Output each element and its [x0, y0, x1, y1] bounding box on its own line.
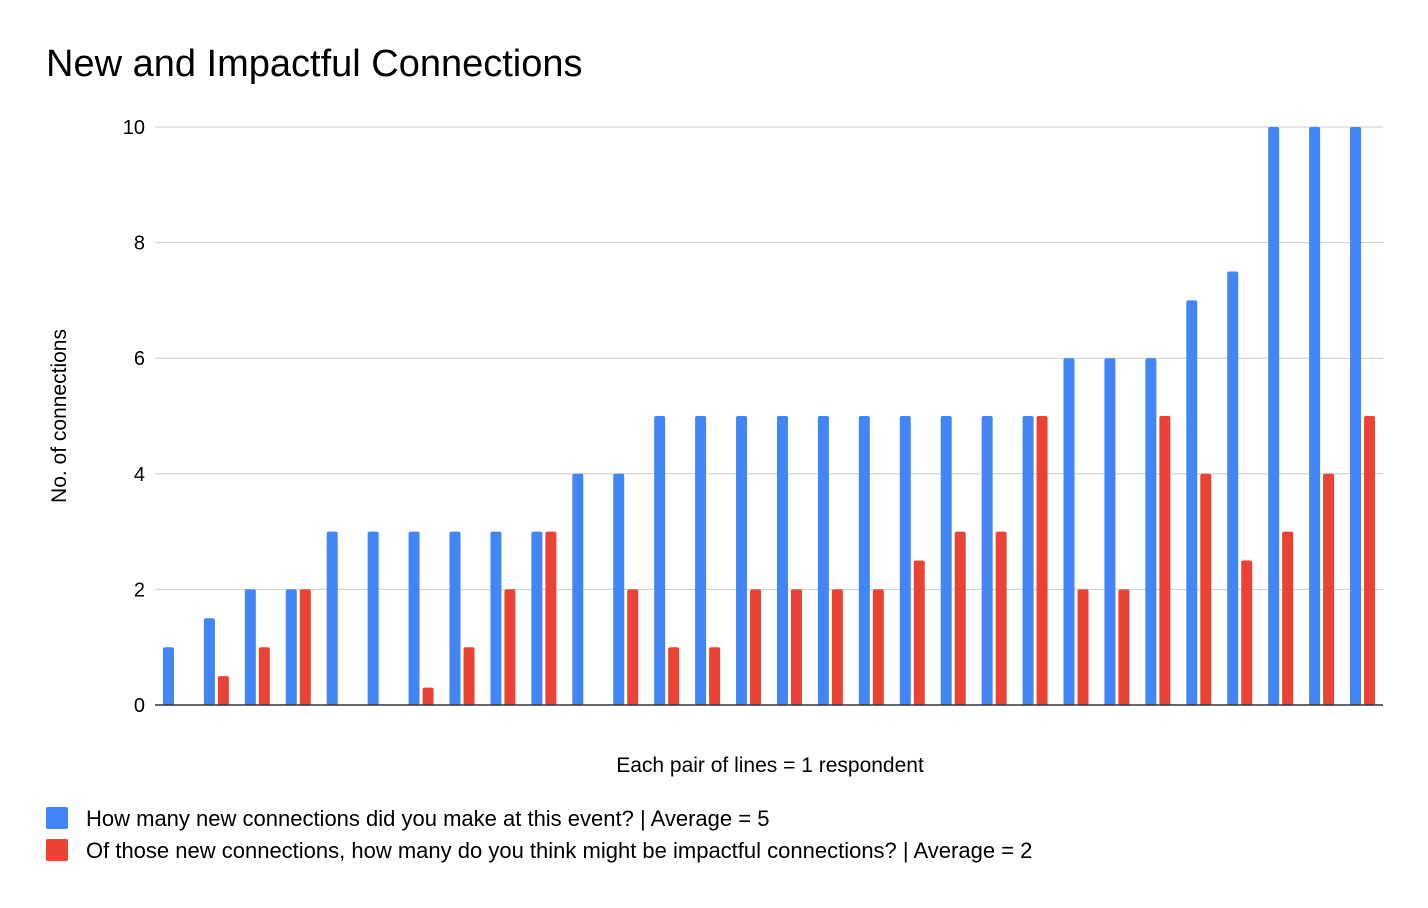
- bar-impactful-connections: [1200, 473, 1212, 705]
- bar-impactful-connections: [1159, 416, 1171, 705]
- bar-impactful-connections: [422, 687, 434, 705]
- bar-new-connections: [1268, 127, 1280, 705]
- bar-new-connections: [162, 647, 174, 705]
- bar-new-connections: [1104, 358, 1116, 705]
- bar-new-connections: [1227, 271, 1239, 705]
- bar-impactful-connections: [299, 589, 311, 705]
- legend-label: How many new connections did you make at…: [86, 806, 769, 831]
- bar-new-connections: [1309, 127, 1321, 705]
- bar-new-connections: [1022, 416, 1034, 705]
- y-tick-label: 0: [134, 695, 145, 717]
- bar-new-connections: [776, 416, 788, 705]
- bar-impactful-connections: [1282, 531, 1294, 705]
- y-tick-label: 4: [134, 464, 145, 486]
- bar-impactful-connections: [627, 589, 639, 705]
- y-tick-label: 8: [134, 233, 145, 255]
- bar-new-connections: [817, 416, 829, 705]
- bar-new-connections: [572, 473, 584, 705]
- bar-impactful-connections: [1036, 416, 1048, 705]
- bar-new-connections: [285, 589, 297, 705]
- bar-new-connections: [244, 589, 256, 705]
- bar-new-connections: [490, 531, 502, 705]
- bar-impactful-connections: [954, 531, 966, 705]
- bar-new-connections: [654, 416, 666, 705]
- bar-new-connections: [531, 531, 543, 705]
- bar-new-connections: [1186, 300, 1198, 705]
- bar-impactful-connections: [831, 589, 843, 705]
- bar-new-connections: [899, 416, 911, 705]
- bar-new-connections: [613, 473, 625, 705]
- gridlines: [155, 126, 1383, 590]
- bar-new-connections: [326, 531, 338, 705]
- bar-new-connections: [1063, 358, 1075, 705]
- legend: How many new connections did you make at…: [46, 806, 1032, 863]
- legend-label: Of those new connections, how many do yo…: [86, 838, 1032, 863]
- bar-impactful-connections: [668, 647, 680, 705]
- bar-impactful-connections: [709, 647, 721, 705]
- y-tick-label: 2: [134, 579, 145, 601]
- bars: [162, 127, 1376, 705]
- bar-new-connections: [449, 531, 461, 705]
- chart-title: New and Impactful Connections: [46, 43, 583, 85]
- bar-new-connections: [367, 531, 379, 705]
- bar-impactful-connections: [504, 589, 516, 705]
- bar-impactful-connections: [1077, 589, 1089, 705]
- bar-new-connections: [408, 531, 420, 705]
- y-axis-label: No. of connections: [48, 329, 71, 503]
- bar-new-connections: [858, 416, 870, 705]
- y-axis-ticks: 0 2 4 6 8 10: [123, 117, 145, 717]
- bar-new-connections: [695, 416, 707, 705]
- bar-impactful-connections: [463, 647, 475, 705]
- legend-swatch: [46, 807, 68, 829]
- y-tick-label: 6: [134, 348, 145, 370]
- bar-new-connections: [203, 618, 215, 705]
- bar-impactful-connections: [995, 531, 1007, 705]
- bar-impactful-connections: [790, 589, 802, 705]
- bar-impactful-connections: [217, 676, 229, 705]
- bar-impactful-connections: [1323, 473, 1335, 705]
- bar-impactful-connections: [872, 589, 884, 705]
- bar-impactful-connections: [1241, 560, 1253, 705]
- bar-impactful-connections: [750, 589, 762, 705]
- bar-impactful-connections: [913, 560, 925, 705]
- legend-swatch: [46, 839, 68, 861]
- bar-new-connections: [940, 416, 952, 705]
- bar-impactful-connections: [545, 531, 557, 705]
- bar-new-connections: [1350, 127, 1362, 705]
- bar-new-connections: [736, 416, 748, 705]
- bar-new-connections: [981, 416, 993, 705]
- bar-impactful-connections: [258, 647, 270, 705]
- bar-new-connections: [1145, 358, 1157, 705]
- bar-impactful-connections: [1364, 416, 1376, 705]
- y-tick-label: 10: [123, 117, 145, 139]
- x-axis-label: Each pair of lines = 1 respondent: [616, 754, 924, 777]
- bar-impactful-connections: [1118, 589, 1130, 705]
